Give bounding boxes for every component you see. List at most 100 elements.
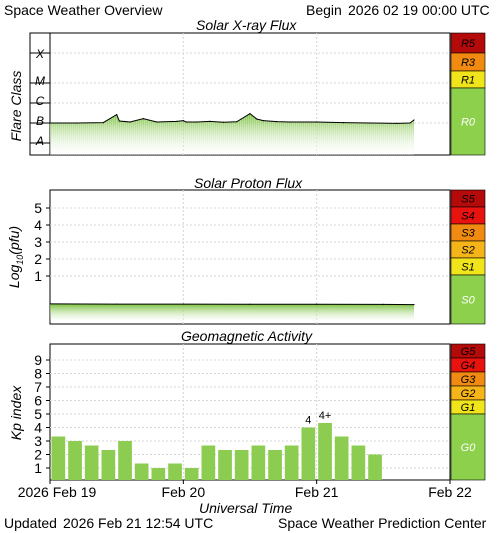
kp-bar — [351, 445, 366, 480]
proton-ytick-label: 1 — [34, 268, 42, 284]
xray-point — [156, 121, 158, 123]
kp-ytick-label: 7 — [34, 379, 42, 395]
proton-point — [116, 303, 118, 305]
kp-bar — [318, 423, 332, 480]
kp-scale-cell — [450, 413, 486, 481]
kp-ytick-label: 1 — [34, 460, 42, 476]
xray-point — [289, 121, 291, 123]
proton-flux-line — [49, 303, 415, 306]
kp-bar-label: 4+ — [319, 410, 332, 422]
kp-bar — [218, 450, 232, 480]
proton-scale-label: S0 — [461, 295, 475, 307]
kp-ylabel: Kp index — [8, 385, 24, 441]
x-tick-label: Feb 22 — [428, 484, 472, 500]
xray-point — [249, 113, 251, 115]
kp-bar — [268, 450, 282, 480]
proton-ylabel: Log10(pfu) — [6, 225, 25, 289]
xray-point — [116, 114, 118, 116]
kp-ytick-label: 9 — [34, 352, 42, 368]
xray-point — [369, 122, 371, 124]
kp-ytick-label: 3 — [34, 433, 42, 449]
kp-bar — [51, 436, 66, 480]
overview-title: Space Weather Overview — [4, 2, 163, 18]
proton-ytick-label: 2 — [34, 251, 42, 267]
kp-bar — [68, 441, 82, 480]
xray-point — [176, 120, 178, 122]
proton-ytick-label: 3 — [34, 234, 42, 250]
kp-scale-label: G1 — [461, 402, 476, 414]
xray-point — [222, 121, 224, 123]
xray-point — [413, 119, 415, 121]
xray-ylabel: Flare Class — [8, 70, 24, 142]
kp-scale-label: G0 — [461, 442, 477, 454]
kp-bar — [118, 441, 132, 480]
panel-frame-2 — [49, 343, 451, 481]
geomag-title: Geomagnetic Activity — [181, 328, 312, 344]
kp-scale-label: G5 — [461, 346, 477, 358]
kp-bar — [168, 463, 182, 480]
xray-point — [196, 121, 198, 123]
xray-scale-label: R1 — [461, 75, 475, 87]
updated-label: Updated — [4, 515, 57, 531]
kp-bar — [184, 468, 199, 480]
xray-point — [262, 120, 264, 122]
proton-ytick-label: 5 — [34, 200, 42, 216]
xray-level-label: C — [36, 94, 45, 108]
kp-bar — [251, 445, 266, 480]
proton-scale-label: S4 — [461, 211, 474, 223]
xray-point — [256, 118, 258, 120]
proton-point — [382, 303, 384, 305]
kp-ytick-label: 4 — [34, 420, 42, 436]
begin-label: Begin — [306, 2, 342, 18]
begin-value: 2026 02 19 00:00 UTC — [348, 2, 490, 18]
xray-point — [76, 122, 78, 124]
xray-scale-label: R0 — [461, 117, 476, 129]
x-tick-label: Feb 21 — [295, 484, 339, 500]
xray-point — [409, 122, 411, 124]
proton-scale-cell — [450, 274, 486, 325]
kp-bar — [284, 445, 299, 480]
xray-flux-streaks — [50, 113, 414, 155]
xray-level-column — [29, 32, 51, 156]
kp-bar-label: 4 — [305, 415, 311, 427]
xray-point — [236, 121, 238, 123]
kp-ytick-label: 5 — [34, 406, 42, 422]
x-tick-label: Feb 20 — [162, 484, 206, 500]
xray-level-label: A — [35, 134, 44, 148]
x-axis-title: Universal Time — [199, 500, 293, 516]
xray-title: Solar X-ray Flux — [196, 17, 297, 33]
xray-scale-label: R3 — [461, 57, 476, 69]
xray-point — [118, 120, 120, 122]
kp-bar — [301, 427, 316, 480]
xray-flux-line — [50, 112, 415, 124]
proton-scale-label: S5 — [461, 194, 475, 206]
xray-level-label: X — [35, 47, 45, 61]
proton-point — [49, 303, 51, 305]
xray-point — [209, 120, 211, 122]
xray-point — [142, 118, 144, 120]
xray-level-label: M — [35, 74, 45, 88]
kp-scale-label: G4 — [461, 360, 476, 372]
xray-point — [342, 122, 344, 124]
kp-bar — [234, 450, 249, 480]
xray-scale-cell — [450, 87, 486, 156]
xray-point — [396, 122, 398, 124]
proton-flux-area — [50, 303, 414, 322]
xray-point — [49, 122, 51, 124]
credit-text: Space Weather Prediction Center — [278, 515, 487, 531]
proton-scale-label: S3 — [461, 228, 475, 240]
xray-scale-label: R5 — [461, 38, 476, 50]
proton-scale-label: S1 — [461, 262, 474, 274]
xray-level-label: B — [36, 114, 44, 128]
proton-title: Solar Proton Flux — [194, 175, 303, 191]
x-tick-label: 2026 Feb 19 — [18, 484, 97, 500]
kp-bar — [101, 450, 116, 480]
xray-point — [129, 121, 131, 123]
panel-frame-1 — [49, 189, 451, 325]
proton-point — [413, 303, 415, 306]
kp-ytick-label: 6 — [34, 393, 42, 409]
kp-scale-label: G2 — [461, 388, 476, 400]
kp-ytick-label: 8 — [34, 366, 42, 382]
xray-point — [276, 121, 278, 123]
